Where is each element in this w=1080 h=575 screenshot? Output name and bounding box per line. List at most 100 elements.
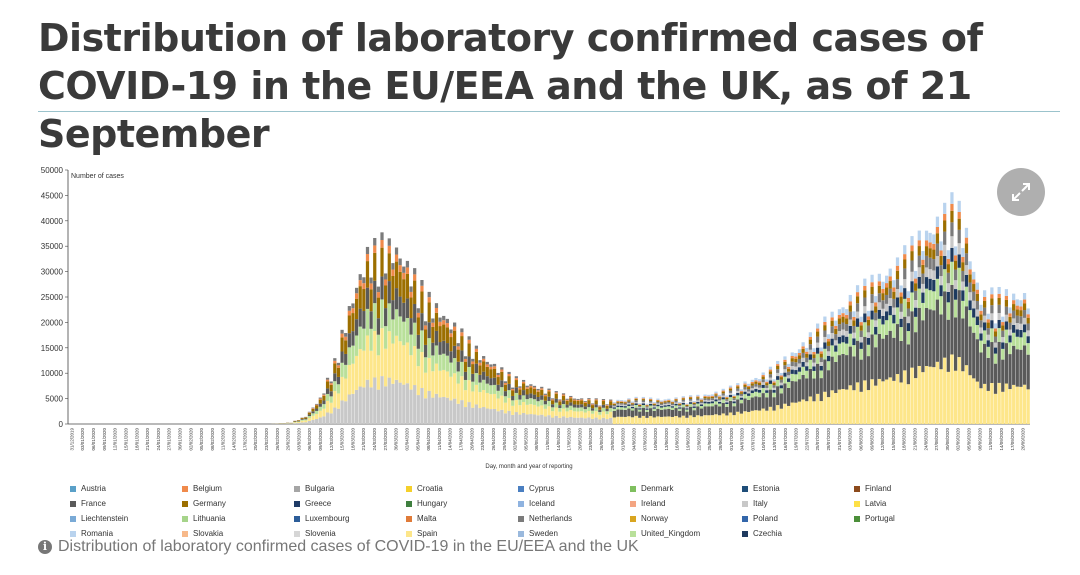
bar-segment [329, 384, 333, 392]
bar-segment [438, 342, 442, 355]
bar-segment [663, 399, 667, 401]
bar-segment [551, 407, 555, 412]
bar-segment [431, 371, 435, 398]
bar-segment [848, 311, 852, 320]
bar-segment [721, 402, 725, 414]
x-tick-label: 22/07/2020 [804, 428, 809, 451]
bar-segment [387, 253, 391, 282]
x-tick-label: 17/09/2020 [1010, 428, 1015, 451]
bar-segment [696, 415, 700, 424]
bar-segment [630, 405, 635, 407]
bar-segment [968, 269, 972, 275]
bar-segment [529, 393, 533, 399]
bar-segment [322, 393, 326, 395]
bar-segment [616, 399, 620, 401]
bar-segment [456, 383, 460, 404]
bar-segment [518, 386, 522, 388]
bar-segment [540, 414, 544, 424]
bar-segment [859, 342, 863, 349]
x-tick-label: 23/04/2020 [480, 428, 485, 451]
bar-segment [892, 298, 896, 308]
bar-segment [496, 411, 500, 424]
bar-segment [409, 286, 413, 292]
bar-segment [322, 408, 326, 417]
bar-segment [569, 402, 573, 406]
bar-segment [877, 285, 881, 294]
bar-segment [754, 391, 758, 397]
bar-segment [667, 402, 671, 404]
bar-segment [405, 273, 410, 299]
bar-segment [594, 404, 598, 408]
bar-segment [859, 325, 863, 331]
bar-segment [376, 355, 380, 390]
bar-segment [939, 250, 943, 256]
bar-segment [627, 399, 631, 401]
bar-segment [961, 300, 965, 319]
bar-segment [808, 368, 812, 397]
x-tick-label: 06/08/2020 [858, 428, 863, 451]
bar-segment [344, 353, 348, 365]
bar-segment [743, 389, 747, 392]
bar-segment [423, 329, 428, 345]
bar-segment [489, 366, 493, 370]
expand-button[interactable] [997, 168, 1045, 216]
bar-segment [318, 399, 322, 404]
bar-segment [714, 395, 718, 398]
bar-segment [576, 417, 580, 424]
bar-segment [391, 383, 395, 424]
bar-segment [616, 416, 620, 424]
bar-segment [874, 320, 878, 327]
x-tick-label: 29/05/2020 [610, 428, 615, 451]
x-tick-label: 30/08/2020 [945, 428, 950, 451]
bar-segment [485, 364, 489, 367]
bar-segment [590, 410, 595, 414]
bar-segment [747, 391, 751, 394]
bar-segment [816, 353, 820, 364]
bar-segment [391, 300, 395, 320]
bar-segment [990, 294, 994, 299]
bar-segment [884, 379, 889, 424]
bar-segment [315, 404, 319, 406]
bar-segment [590, 418, 595, 424]
bar-segment [467, 339, 471, 344]
bar-segment [514, 400, 518, 413]
bar-segment [892, 287, 896, 292]
bar-segment [1004, 289, 1009, 296]
bar-segment [347, 347, 351, 366]
bar-segment [558, 405, 562, 409]
bar-segment [921, 320, 925, 373]
bar-segment [779, 393, 783, 409]
bar-segment [964, 243, 969, 254]
bar-segment [1012, 332, 1016, 346]
bar-segment [939, 241, 943, 251]
bar-segment [779, 388, 783, 394]
bar-segment [485, 361, 489, 365]
bar-segment [747, 399, 751, 412]
bar-segment [848, 319, 852, 326]
bar-segment [776, 376, 780, 380]
x-tick-label: 22/06/2020 [696, 428, 701, 451]
bar-segment [296, 422, 301, 424]
legend-swatch [406, 485, 412, 492]
bar-segment [402, 272, 406, 280]
bar-segment [692, 417, 696, 424]
legend-item: Italy [742, 497, 854, 510]
bar-segment [728, 392, 733, 395]
bar-segment [659, 406, 664, 408]
bar-segment [543, 400, 547, 405]
bar-segment [874, 302, 878, 307]
bar-segment [365, 308, 370, 336]
bar-segment [619, 403, 624, 405]
bar-segment [718, 397, 722, 399]
bar-segment [322, 394, 326, 396]
bar-segment [659, 400, 664, 402]
bar-segment [696, 394, 700, 397]
bar-segment [703, 406, 707, 416]
bar-segment [325, 381, 330, 389]
bar-segment [696, 403, 700, 407]
bar-segment [972, 332, 976, 379]
bar-segment [492, 368, 497, 378]
bar-segment [845, 355, 849, 390]
bar-segment [649, 403, 653, 406]
bar-segment [1015, 315, 1019, 324]
